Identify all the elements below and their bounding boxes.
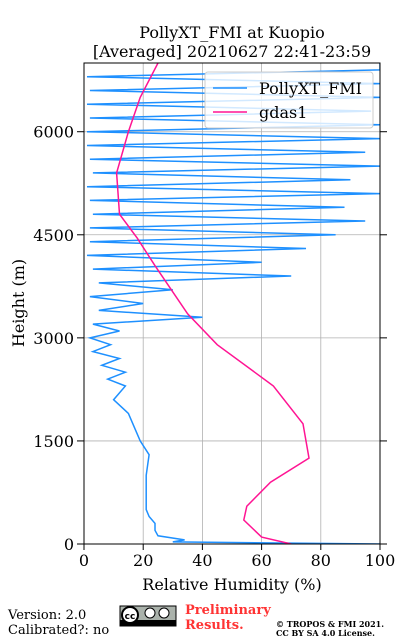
plot-frame [83, 62, 381, 545]
legend-label: gdas1 [259, 103, 307, 122]
preliminary: Preliminary [185, 603, 271, 618]
preliminary: Results. [185, 618, 244, 633]
y-tick-label: 0 [64, 535, 74, 554]
data-line [115, 63, 310, 544]
x-tick-label: 60 [251, 551, 271, 570]
y-tick-label: 3000 [33, 329, 74, 348]
legend-label: PollyXT_FMI [259, 79, 362, 98]
data-line [86, 63, 380, 544]
svg-text:cc: cc [125, 612, 136, 622]
y-tick-label: 1500 [33, 432, 74, 451]
cc-badge: cc [119, 605, 177, 627]
license: © TROPOS & FMI 2021. [276, 619, 384, 629]
x-tick-label: 20 [133, 551, 153, 570]
license: CC BY SA 4.0 License. [276, 628, 375, 638]
y-axis-label: Height (m) [9, 259, 28, 347]
x-tick-label: 80 [311, 551, 331, 570]
chart-title: PollyXT_FMI at Kuopio [139, 23, 325, 42]
x-tick-label: 40 [192, 551, 212, 570]
legend-box [204, 71, 374, 129]
x-tick-label: 0 [79, 551, 89, 570]
version: Version: 2.0 [7, 608, 86, 623]
x-axis-label: Relative Humidity (%) [142, 575, 321, 594]
y-tick-label: 4500 [33, 226, 74, 245]
calibrated: Calibrated?: no [8, 623, 109, 638]
plot-area [84, 63, 380, 544]
x-tick-label: 100 [365, 551, 396, 570]
series-group [86, 63, 380, 544]
chart-title: [Averaged] 20210627 22:41-23:59 [93, 42, 371, 61]
y-tick-label: 6000 [33, 123, 74, 142]
